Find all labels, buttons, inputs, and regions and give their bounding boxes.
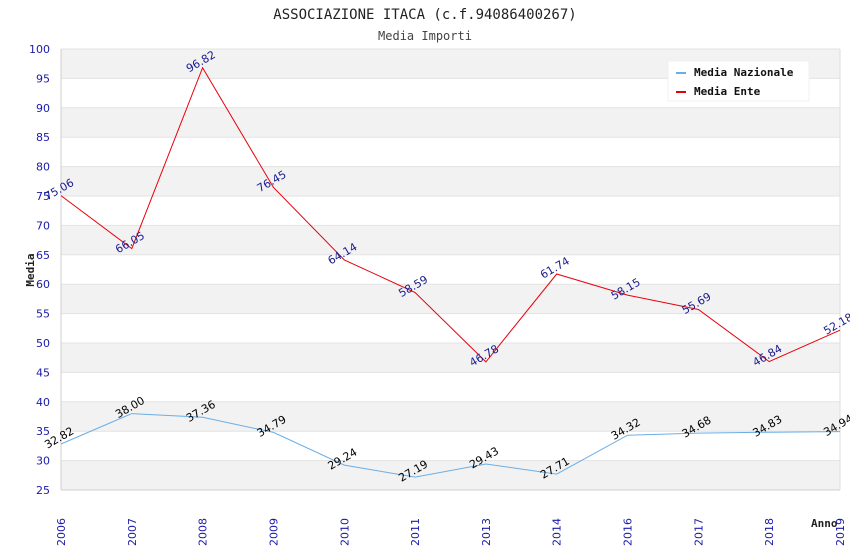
x-tick-label: 2007	[126, 518, 139, 546]
series-lines	[60, 66, 841, 478]
x-tick-label: 2018	[763, 518, 776, 546]
axes	[60, 49, 841, 491]
grid-band	[61, 107, 840, 138]
x-axis-label: Anno	[811, 517, 838, 530]
y-tick-label: 85	[36, 131, 50, 144]
y-tick-label: 65	[36, 249, 50, 262]
x-tick-label: 2017	[692, 518, 705, 546]
x-tick-label: 2011	[409, 518, 422, 546]
y-tick-label: 75	[36, 190, 50, 203]
grid-band	[61, 284, 840, 314]
x-tick-label: 2016	[622, 518, 635, 546]
grid-band	[61, 196, 840, 226]
y-tick-label: 35	[36, 425, 50, 438]
y-tick-label: 55	[36, 308, 50, 321]
chart-title: ASSOCIAZIONE ITACA (c.f.94086400267)	[273, 7, 576, 23]
x-tick-label: 2008	[197, 518, 210, 546]
series-line-2	[60, 66, 841, 363]
y-tick-label: 40	[36, 396, 50, 409]
legend: Media Nazionale Media Ente	[667, 60, 810, 102]
y-tick-label: 30	[36, 455, 50, 468]
grid-band	[61, 225, 840, 255]
y-tick-label: 60	[36, 278, 50, 291]
x-tick-label: 2014	[551, 518, 564, 546]
x-tick-label: 2013	[480, 518, 493, 546]
legend-label: Media Ente	[694, 85, 761, 98]
grid-band	[61, 460, 840, 490]
y-tick-label: 70	[36, 219, 50, 232]
y-tick-label: 90	[36, 102, 50, 115]
y-axis-label: Media	[24, 253, 37, 286]
series-line-1	[60, 413, 841, 478]
y-tick-label: 80	[36, 161, 50, 174]
y-tick-label: 100	[29, 43, 50, 56]
grid-band	[61, 431, 840, 461]
x-tick-labels: 2006 2007 2008 2009 2010 2011 2013 2014 2016 2017…	[55, 518, 847, 546]
x-tick-label: 2006	[55, 518, 68, 546]
x-tick-label: 2019	[834, 518, 847, 546]
y-tick-label: 95	[36, 72, 50, 85]
legend-label: Media Nazionale	[694, 66, 794, 79]
y-tick-label: 50	[36, 337, 50, 350]
grid-band	[61, 254, 840, 285]
y-tick-label: 25	[36, 484, 50, 497]
grid-band	[61, 166, 840, 196]
y-tick-labels: 25 30 35 40 45 50 55 60 65 70 75 80 85 90 95 100	[29, 43, 50, 497]
y-tick-label: 45	[36, 366, 50, 379]
grid-bands	[61, 48, 840, 491]
grid-band	[61, 372, 840, 402]
grid-band	[61, 343, 840, 373]
chart-subtitle: Media Importi	[378, 29, 472, 43]
grid-band	[61, 137, 840, 167]
x-tick-label: 2010	[338, 518, 351, 546]
x-tick-label: 2009	[267, 518, 280, 546]
legend-box	[667, 60, 810, 102]
